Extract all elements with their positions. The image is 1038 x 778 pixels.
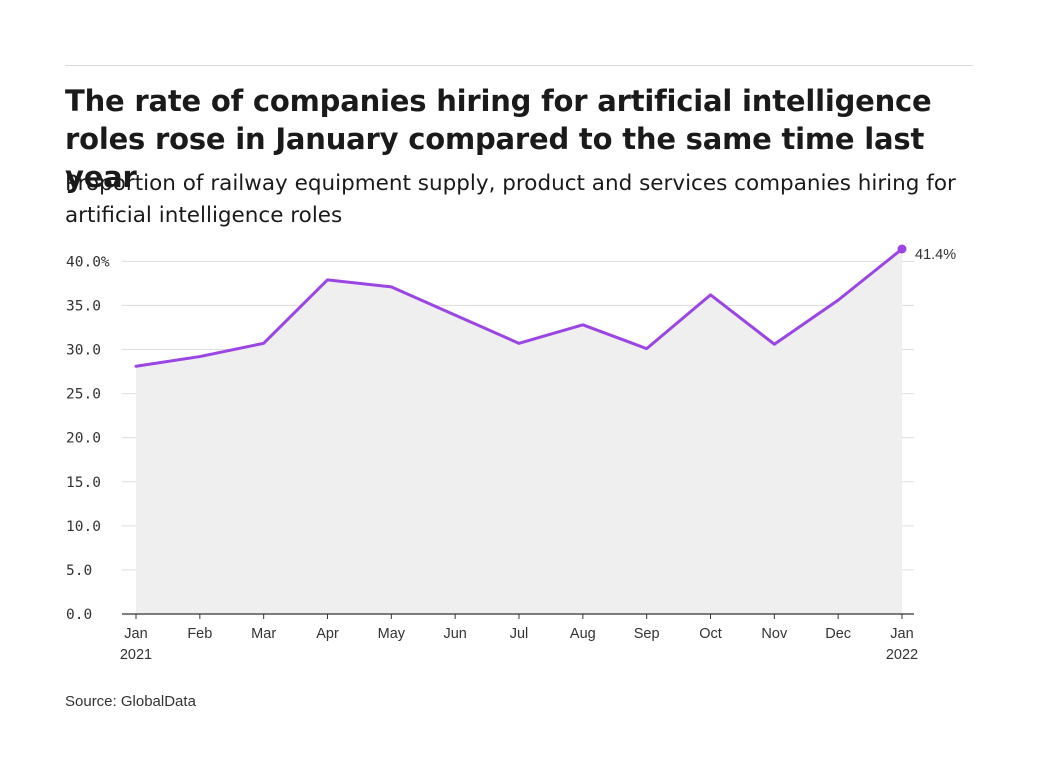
last-data-point — [897, 244, 907, 254]
x-tick-label: Aug — [570, 626, 596, 642]
x-axis-ticks: Jan 2021 Feb Mar Apr May Jun Jul Aug Sep Oct Nov Dec… — [120, 614, 918, 663]
x-tick-label: Jun — [443, 626, 466, 642]
x-tick-label: May — [378, 626, 406, 642]
line-chart: 0.0 5.0 10.0 15.0 20.0 25.0 30.0 35.0 40.0% Jan 2… — [66, 244, 956, 663]
chart-subtitle: Proportion of railway equipment supply, … — [65, 171, 956, 228]
series-line — [134, 247, 904, 368]
x-tick-label: Jan — [124, 626, 147, 642]
x-tick-label: Feb — [187, 626, 212, 642]
top-divider — [65, 65, 973, 66]
x-tick-year-label: 2021 — [120, 647, 152, 663]
y-tick-label: 30.0 — [66, 343, 101, 359]
y-tick-label: 40.0% — [66, 254, 110, 270]
x-tick-label: Jul — [510, 626, 529, 642]
y-tick-label: 0.0 — [66, 607, 92, 623]
y-tick-label: 5.0 — [66, 563, 92, 579]
x-tick-label: Mar — [251, 626, 276, 642]
x-tick-label: Oct — [699, 626, 722, 642]
y-tick-label: 25.0 — [66, 387, 101, 403]
x-tick-label: Apr — [316, 626, 339, 642]
y-axis-ticks: 0.0 5.0 10.0 15.0 20.0 25.0 30.0 35.0 40.0% — [66, 254, 110, 623]
y-tick-label: 15.0 — [66, 475, 101, 491]
x-tick-label: Sep — [634, 626, 660, 642]
chart-title: The rate of companies hiring for artific… — [65, 84, 932, 194]
last-data-label: 41.4% — [915, 247, 956, 263]
area-fill — [136, 249, 902, 614]
x-tick-label: Nov — [761, 626, 788, 642]
x-tick-label: Dec — [825, 626, 851, 642]
y-tick-label: 10.0 — [66, 519, 101, 535]
x-tick-year-label: 2022 — [886, 647, 918, 663]
y-tick-label: 20.0 — [66, 431, 101, 447]
source-note: Source: GlobalData — [65, 693, 196, 710]
x-tick-label: Jan — [890, 626, 913, 642]
y-tick-label: 35.0 — [66, 298, 101, 314]
